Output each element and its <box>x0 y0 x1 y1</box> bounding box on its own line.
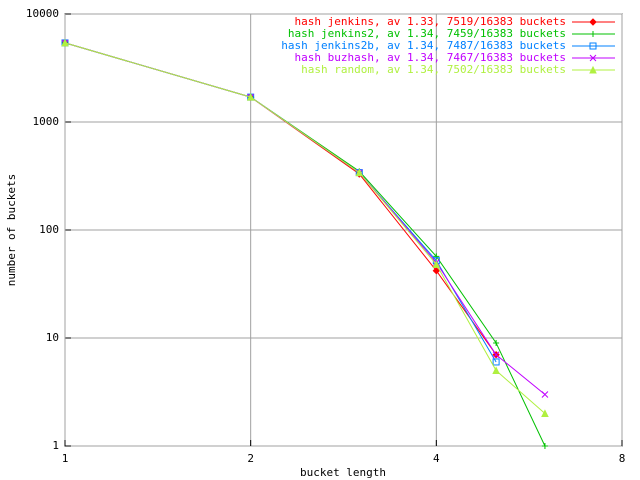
y-tick-label: 10000 <box>26 7 59 20</box>
marker <box>432 260 441 268</box>
series-line <box>64 42 546 414</box>
y-axis-label: number of buckets <box>5 174 18 287</box>
x-tick-label: 1 <box>62 452 69 465</box>
legend-marker <box>589 18 597 26</box>
legend-label: hash random, av 1.34, 7502/16383 buckets <box>301 63 566 76</box>
y-tick-label: 100 <box>39 223 59 236</box>
marker <box>246 92 255 101</box>
y-tick-label: 1000 <box>33 115 60 128</box>
marker <box>433 253 440 260</box>
marker <box>492 351 500 359</box>
y-tick-label: 1 <box>52 439 59 452</box>
marker <box>355 168 364 177</box>
legend-marker <box>589 42 597 50</box>
marker <box>432 266 441 275</box>
legend-marker <box>589 65 597 74</box>
x-axis-label: bucket length <box>300 466 386 479</box>
marker <box>492 358 500 366</box>
x-tick-label: 8 <box>619 452 626 465</box>
marker <box>541 443 548 449</box>
x-tick-label: 2 <box>247 452 254 465</box>
marker <box>61 38 69 47</box>
legend-label: hash jenkins2b, av 1.34, 7487/16383 buck… <box>281 39 566 52</box>
series-line <box>64 42 497 356</box>
series-line <box>64 42 546 395</box>
legend-marker <box>589 54 597 62</box>
x-tick-label: 4 <box>433 452 440 465</box>
marker <box>541 409 549 417</box>
legend-label: hash jenkins, av 1.33, 7519/16383 bucket… <box>294 15 566 28</box>
series-line <box>64 42 546 447</box>
marker <box>541 391 549 398</box>
marker <box>492 366 500 375</box>
y-tick-label: 10 <box>46 331 59 344</box>
series-line <box>64 42 497 363</box>
legend-marker <box>590 31 596 37</box>
legend-label: hash jenkins2, av 1.34, 7459/16383 bucke… <box>288 27 566 40</box>
marker <box>493 339 500 346</box>
legend-label: hash buzhash, av 1.34, 7467/16383 bucket… <box>294 51 566 64</box>
